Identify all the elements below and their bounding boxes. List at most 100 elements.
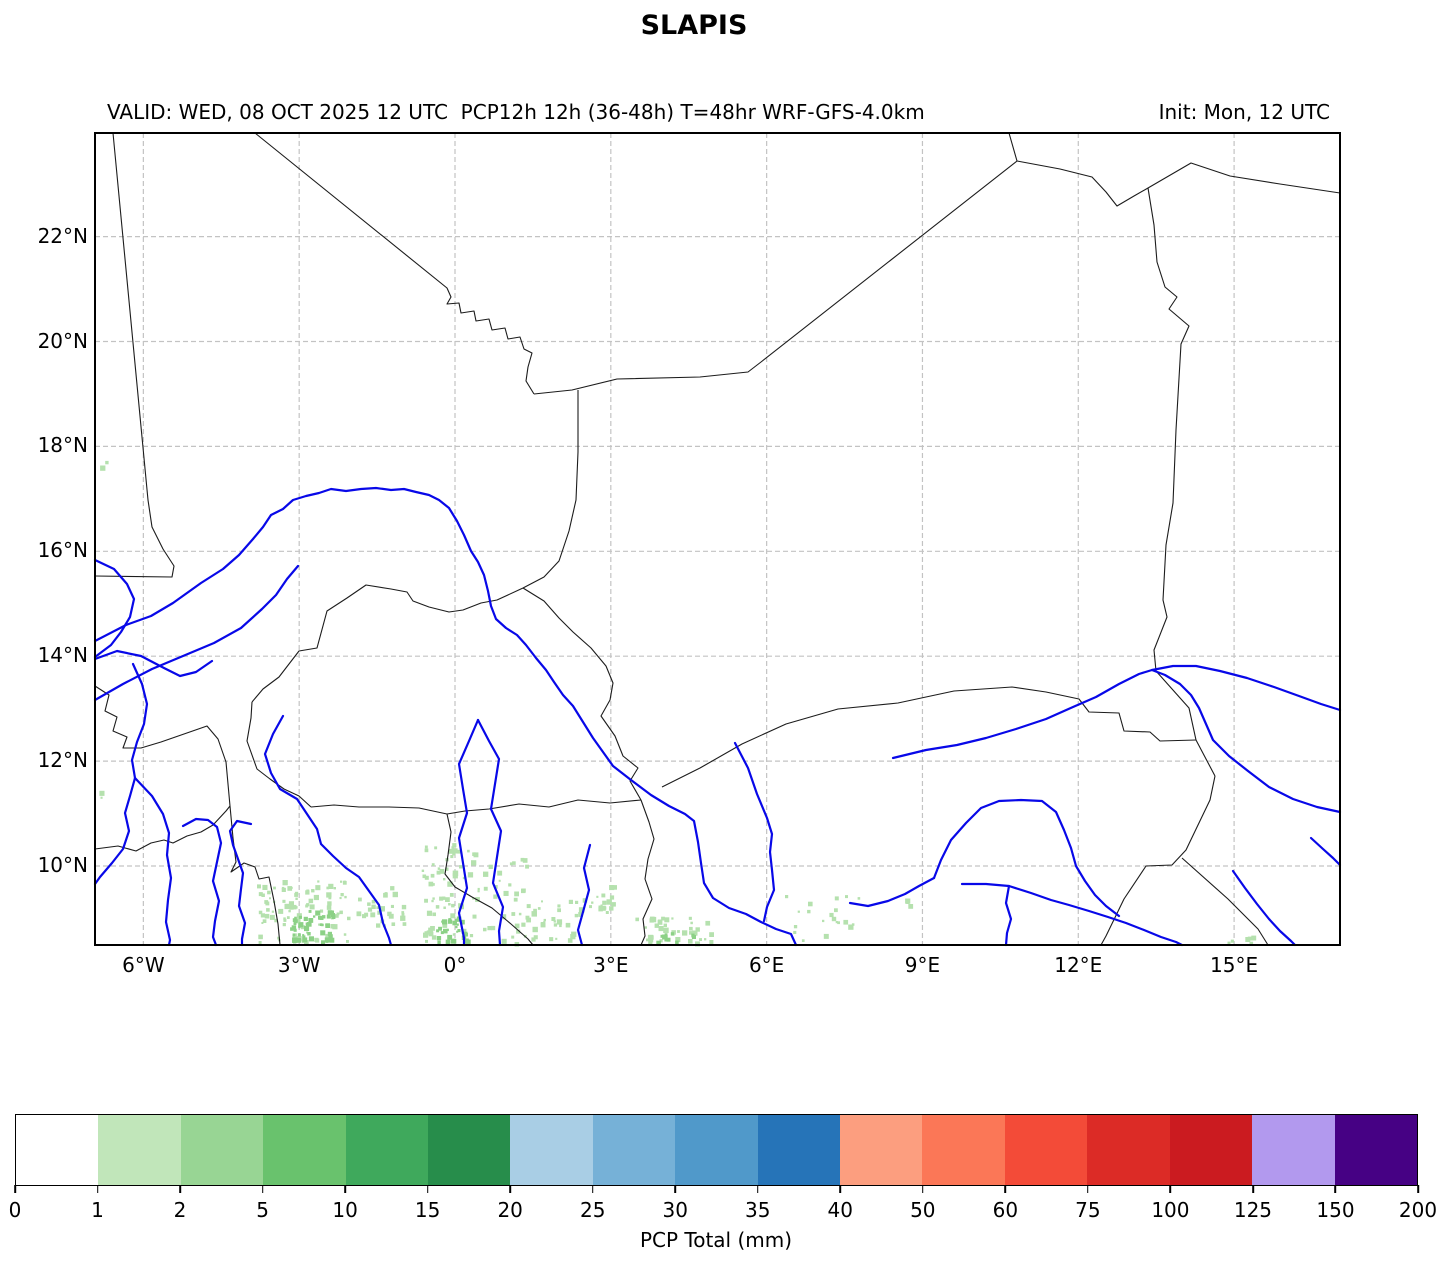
river xyxy=(133,776,173,947)
country-border xyxy=(444,813,534,946)
precip-cell xyxy=(402,922,407,926)
colorbar-segment xyxy=(922,1115,1005,1185)
colorbar-tick-label: 25 xyxy=(579,1198,606,1222)
precip-cell xyxy=(675,940,679,945)
precip-cell xyxy=(292,904,297,910)
precip-cell xyxy=(330,910,334,915)
colorbar-tick xyxy=(1417,1185,1419,1193)
precip-cell xyxy=(277,936,280,940)
y-tick-label: 16°N xyxy=(37,538,88,563)
colorbar-tick-label: 75 xyxy=(1075,1198,1101,1222)
precip-cell xyxy=(327,931,332,936)
precip-cell xyxy=(443,928,448,934)
precip-cell xyxy=(286,916,290,919)
precip-cell xyxy=(493,894,498,899)
precip-cell xyxy=(793,925,798,929)
precip-cell xyxy=(501,938,507,944)
precip-cell xyxy=(447,919,453,924)
precip-cell xyxy=(671,917,674,920)
precip-cell xyxy=(516,929,521,934)
precip-cell xyxy=(443,906,446,909)
precip-cell xyxy=(439,869,445,874)
precip-cell xyxy=(379,906,385,912)
precip-cell xyxy=(525,915,530,920)
precip-cell xyxy=(292,934,295,937)
precip-cell xyxy=(848,924,854,930)
colorbar-segment xyxy=(263,1115,346,1185)
precip-cell xyxy=(1230,939,1234,943)
river xyxy=(848,876,936,908)
colorbar-segment xyxy=(1087,1115,1170,1185)
precip-cell xyxy=(531,937,536,942)
latitude-axis: 22°N 20°N 18°N 16°N 14°N 12°N 10°N xyxy=(0,0,88,1264)
colorbar-segment xyxy=(1334,1115,1417,1185)
precip-cell xyxy=(555,937,558,940)
colorbar-tick-label: 1 xyxy=(91,1198,104,1222)
precip-cell xyxy=(829,912,834,918)
river xyxy=(891,668,1342,814)
colorbar-tick xyxy=(922,1185,924,1193)
colorbar-tick-labels: 0 1 2 5 10 15 20 25 30 35 40 50 60 75 100 125 150 200 xyxy=(9,1198,1437,1224)
precip-cell xyxy=(308,910,312,913)
river xyxy=(93,558,136,659)
precip-cell xyxy=(498,879,501,882)
precip-cell xyxy=(689,926,693,931)
precip-cell xyxy=(691,935,695,939)
precip-cell xyxy=(471,860,477,866)
precip-cell xyxy=(288,909,291,913)
precip-cell xyxy=(682,930,688,936)
precip-cell xyxy=(483,886,488,891)
precip-cell xyxy=(522,858,528,863)
precip-cell xyxy=(452,852,456,856)
precip-cell xyxy=(422,874,427,879)
precip-cell xyxy=(511,935,515,939)
longitude-axis: 6°W 3°W 0° 3°E 6°E 9°E 12°E 15°E xyxy=(0,953,1451,983)
precip-cell xyxy=(451,938,457,944)
precip-cell xyxy=(692,930,698,936)
precip-cell xyxy=(449,893,454,897)
x-tick-label: 15°E xyxy=(1210,953,1259,977)
river xyxy=(576,843,592,947)
colorbar-tick-label: 100 xyxy=(1151,1198,1190,1222)
precip-cell xyxy=(294,893,298,897)
precip-cell xyxy=(264,913,270,919)
precip-cell xyxy=(1249,941,1254,946)
river xyxy=(960,882,1184,947)
colorbar-tick-label: 0 xyxy=(8,1198,22,1222)
init-time-label: Init: Mon, 12 UTC xyxy=(1158,100,1330,124)
precip-cell xyxy=(609,885,615,891)
precip-cell xyxy=(295,906,298,909)
precip-cell xyxy=(472,897,475,900)
precip-cell xyxy=(663,927,669,934)
precip-cell xyxy=(658,926,664,932)
country-border xyxy=(246,701,312,808)
precip-cell xyxy=(521,922,526,927)
country-border xyxy=(229,805,281,946)
precip-cell xyxy=(465,939,471,945)
colorbar-tick xyxy=(14,1185,16,1193)
precip-cell xyxy=(436,936,442,941)
y-tick-label: 22°N xyxy=(37,223,88,248)
precip-cell xyxy=(467,849,470,853)
precip-cell xyxy=(601,893,606,898)
precip-cell xyxy=(450,848,455,854)
colorbar-tick-label: 40 xyxy=(827,1198,854,1222)
precip-cell xyxy=(322,915,326,919)
precip-cell xyxy=(689,931,693,935)
precip-cell xyxy=(325,933,330,939)
precip-cell xyxy=(448,903,451,906)
precip-cell xyxy=(540,922,545,926)
precip-cell xyxy=(258,892,263,897)
precip-cell xyxy=(514,891,519,897)
precip-cell xyxy=(356,911,362,917)
precip-cell xyxy=(473,852,479,858)
colorbar-tick-label: 35 xyxy=(745,1198,771,1222)
precip-cell xyxy=(646,938,649,942)
precip-cell xyxy=(467,872,474,878)
precip-cell xyxy=(281,887,286,892)
x-tick-label: 0° xyxy=(443,953,467,977)
colorbar-ticks xyxy=(14,1185,1419,1194)
precip-cell xyxy=(487,926,492,931)
precip-cell xyxy=(326,905,332,910)
precip-cell xyxy=(447,934,453,940)
